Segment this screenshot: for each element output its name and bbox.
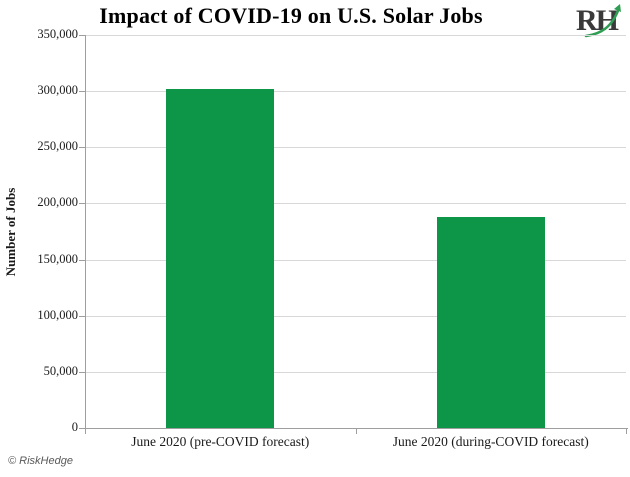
gridline bbox=[85, 203, 626, 205]
gridline bbox=[85, 91, 626, 93]
bar-2 bbox=[436, 216, 545, 428]
bar-1 bbox=[166, 88, 275, 428]
y-axis-title: Number of Jobs bbox=[3, 187, 18, 277]
y-tick-label: 150,000 bbox=[37, 251, 78, 266]
x-category-label: June 2020 (during-COVID forecast) bbox=[392, 434, 589, 449]
y-tick-label: 250,000 bbox=[37, 139, 78, 154]
y-tick-label: 50,000 bbox=[43, 363, 78, 378]
y-axis-tick bbox=[79, 315, 85, 317]
x-axis-tick bbox=[85, 428, 86, 434]
gridline bbox=[85, 35, 626, 36]
y-axis-tick bbox=[79, 91, 85, 93]
x-axis-line bbox=[80, 428, 628, 429]
x-axis-tick bbox=[355, 428, 357, 434]
y-tick-label: 300,000 bbox=[37, 83, 78, 98]
gridline bbox=[85, 147, 626, 149]
chart-title: Impact of COVID-19 on U.S. Solar Jobs bbox=[99, 3, 483, 28]
x-category-label: June 2020 (pre-COVID forecast) bbox=[131, 434, 310, 449]
y-axis-line bbox=[85, 35, 86, 428]
gridline bbox=[85, 259, 626, 261]
gridline bbox=[85, 315, 626, 317]
y-axis-tick bbox=[79, 203, 85, 205]
y-tick-label: 200,000 bbox=[37, 195, 78, 210]
x-axis-tick bbox=[626, 428, 627, 434]
y-axis-tick bbox=[79, 147, 85, 149]
plot-area: 0 50,000 100,000 150,000 200,000 250,000 300,0… bbox=[37, 27, 626, 434]
y-tick-label: 100,000 bbox=[37, 307, 78, 322]
y-axis-tick bbox=[79, 259, 85, 261]
y-axis-tick bbox=[79, 371, 85, 373]
copyright-note: © RiskHedge bbox=[8, 455, 73, 467]
gridline bbox=[85, 371, 626, 373]
y-axis-tick bbox=[79, 35, 85, 36]
y-tick-label: 0 bbox=[71, 420, 78, 434]
y-tick-label: 350,000 bbox=[37, 27, 78, 41]
